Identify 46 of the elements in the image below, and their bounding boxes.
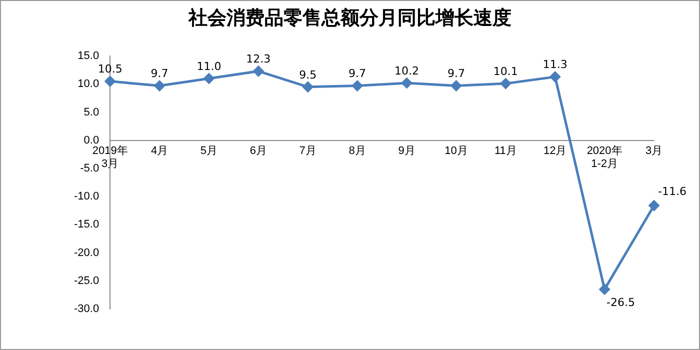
point [599, 284, 610, 295]
y-tick-label: -25.0 [74, 274, 100, 287]
data-label: 9.7 [150, 67, 168, 80]
point [204, 73, 214, 84]
point [550, 72, 560, 82]
y-tick-label: 15.0 [78, 50, 100, 62]
x-tick-label: 7月 [299, 144, 316, 157]
x-tick-label: 5月 [200, 144, 218, 157]
x-tick-label: 11月 [494, 144, 517, 157]
data-label: 10.2 [394, 64, 420, 78]
y-tick-label: 5.0 [84, 106, 100, 118]
point [302, 82, 314, 92]
x-tick-label: 6月 [250, 144, 267, 157]
x-tick-label: 8月 [348, 144, 366, 157]
data-label: 9.7 [447, 67, 465, 80]
x-tick-label: 4月 [150, 144, 168, 157]
x-tick-label: 9月 [398, 144, 416, 157]
point [500, 78, 511, 89]
data-label: -11.6 [658, 184, 686, 198]
point [154, 80, 165, 92]
point [648, 200, 660, 211]
y-tick-label: -20.0 [74, 246, 100, 259]
point [402, 78, 412, 88]
x-tick-label: 12月 [543, 144, 567, 157]
chart-title: 社会消费品零售总额分月同比增长速度 [187, 6, 512, 31]
data-label: 11.3 [542, 58, 568, 72]
y-tick-label: 0.0 [84, 134, 100, 146]
data-label: 10.1 [493, 64, 518, 78]
x-tick-label: 3月 [645, 144, 663, 157]
data-label: 9.5 [299, 68, 317, 82]
point [352, 80, 363, 92]
y-tick-label: -15.0 [74, 218, 100, 231]
y-tick-label: -5.0 [80, 162, 100, 174]
y-tick-label: -10.0 [74, 190, 100, 203]
point [104, 76, 116, 87]
data-label: 9.7 [348, 67, 366, 80]
point [450, 80, 462, 92]
x-tick-label: 2020年 1-2月 [586, 144, 622, 170]
data-label: 11.0 [196, 60, 222, 73]
point [253, 66, 264, 76]
x-tick-label: 10月 [444, 144, 468, 157]
y-tick-label: -30.0 [74, 303, 100, 316]
data-label: 12.3 [246, 52, 271, 66]
y-tick-label: 10.0 [78, 78, 100, 90]
data-label: 10.5 [98, 62, 122, 76]
data-label: -26.5 [606, 296, 636, 310]
